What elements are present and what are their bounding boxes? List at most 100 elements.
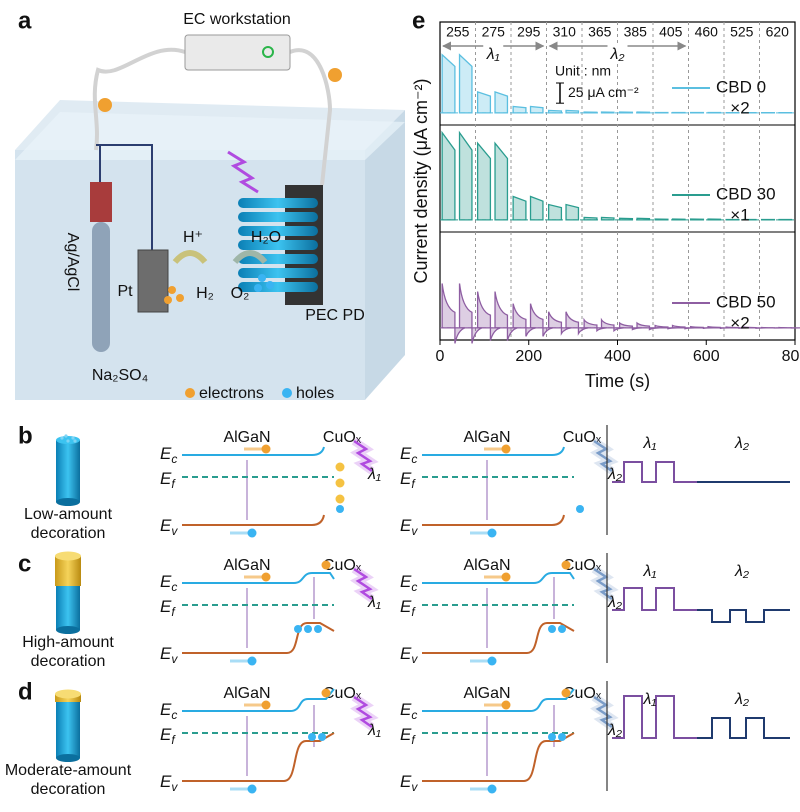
level-main: E <box>400 516 412 535</box>
valence-band <box>182 622 335 654</box>
panel-letter: b <box>18 422 33 449</box>
scale-label: 25 μA cm⁻² <box>568 84 639 100</box>
photocurrent-pulse <box>529 105 544 114</box>
level-sub: c <box>171 708 177 722</box>
tank-side <box>365 110 405 400</box>
photocurrent-pulse <box>565 203 580 221</box>
response-trace <box>612 695 697 739</box>
energy-level: Ec <box>160 444 177 466</box>
label-bg <box>607 44 628 64</box>
light-label: λ₂ <box>734 691 749 708</box>
photocurrent-pulse <box>529 195 544 221</box>
trapped-charge <box>335 462 345 472</box>
level-main: E <box>160 725 172 744</box>
level-main: E <box>400 572 412 591</box>
valence-band <box>422 622 575 654</box>
light <box>593 567 613 601</box>
photocurrent-pulse <box>458 53 473 114</box>
level-main: E <box>160 572 172 591</box>
level-sub: v <box>171 652 178 666</box>
energy-level: Ef <box>400 725 416 747</box>
electron <box>261 572 271 582</box>
material-label: AlGaN <box>223 685 270 702</box>
trapped-charge <box>335 478 345 488</box>
ref-tube <box>92 222 110 352</box>
electron-ball <box>98 98 112 112</box>
label: O₂ <box>231 285 250 302</box>
energy-level: Ev <box>160 516 178 538</box>
photocurrent-pulse <box>458 283 483 344</box>
x-tick-label: 800 <box>782 348 800 365</box>
wire <box>96 144 153 250</box>
power-light <box>262 46 274 58</box>
workstation <box>184 34 291 71</box>
label: EC workstation <box>183 11 291 28</box>
reaction-arrow <box>232 250 268 265</box>
photocurrent-pulse <box>654 218 669 221</box>
light-label: λ₂ <box>734 563 749 580</box>
label: Ag/AgCl <box>64 233 81 292</box>
photocurrent-pulse <box>494 141 509 221</box>
ref-cap <box>90 182 112 222</box>
level-sub: c <box>171 580 177 594</box>
hole <box>487 784 497 794</box>
hole <box>548 733 556 741</box>
light <box>353 567 373 601</box>
level-main: E <box>400 469 412 488</box>
row-description: decoration <box>31 525 106 542</box>
material-label: CuOₓ <box>323 429 362 446</box>
level-main: E <box>400 700 412 719</box>
level-sub: c <box>411 580 417 594</box>
hole <box>308 733 316 741</box>
rod-bottom <box>56 754 80 762</box>
electron <box>561 560 571 570</box>
electron-ball <box>328 68 342 82</box>
wire <box>289 48 333 186</box>
particle <box>66 439 70 443</box>
label: PEC PD <box>305 307 365 324</box>
photocurrent-pulse <box>671 218 686 221</box>
light-label: λ₂ <box>734 435 749 452</box>
hole <box>314 625 322 633</box>
rod <box>56 696 80 758</box>
photocurrent-pulse <box>494 291 518 341</box>
energy-level: Ef <box>400 469 416 491</box>
legend-multiplier: ×2 <box>730 313 749 332</box>
hole <box>247 528 257 538</box>
energy-level: Ef <box>160 597 176 619</box>
light-label: λ₂ <box>607 594 622 611</box>
wavelength-label: 255 <box>446 24 470 40</box>
pt-mesh <box>137 249 169 313</box>
material-label: CuOₓ <box>323 557 362 574</box>
level-main: E <box>160 772 172 791</box>
photocurrent-pulse <box>600 216 615 221</box>
response-trace <box>612 461 697 483</box>
particle <box>60 436 64 440</box>
response-trace <box>612 587 697 611</box>
level-sub: f <box>411 477 416 491</box>
band-label: λ₂ <box>610 46 625 63</box>
level-sub: c <box>411 708 417 722</box>
row-description: Low-amount <box>24 506 113 523</box>
label-bg <box>483 44 504 64</box>
energy-level: Ef <box>160 469 176 491</box>
electron <box>321 688 331 698</box>
x-tick-label: 200 <box>515 348 542 365</box>
conduction-band <box>422 572 575 584</box>
electron <box>501 572 511 582</box>
hole <box>576 505 584 513</box>
level-sub: f <box>411 733 416 747</box>
electron <box>261 444 271 454</box>
energy-level: Ev <box>400 772 418 794</box>
response-trace <box>697 609 790 623</box>
wire <box>92 47 186 151</box>
legend-electron <box>185 388 195 398</box>
legend-hole <box>282 388 292 398</box>
photocurrent-pulse <box>529 303 554 337</box>
row-description: decoration <box>31 653 106 670</box>
photocurrent-pulse <box>547 109 563 114</box>
row-description: High-amount <box>22 634 114 651</box>
legend-label: electrons <box>199 385 264 402</box>
energy-level: Ef <box>160 725 176 747</box>
light-label: λ₁ <box>643 691 657 708</box>
